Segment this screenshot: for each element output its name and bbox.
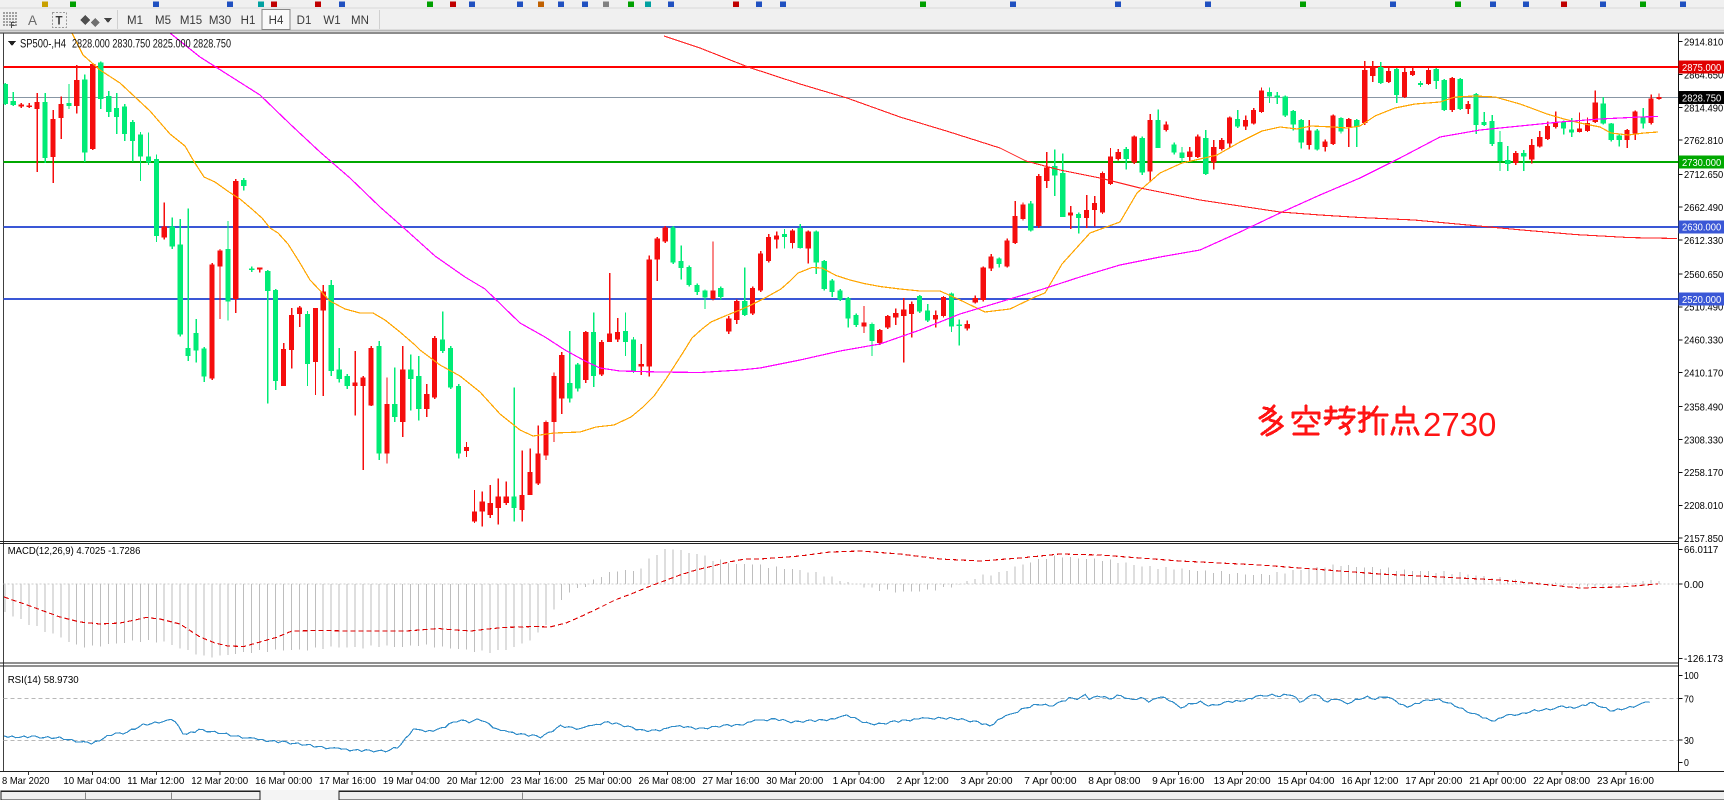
svg-text:0.00: 0.00 xyxy=(1684,579,1704,591)
svg-text:30 Mar 20:00: 30 Mar 20:00 xyxy=(766,775,823,787)
svg-text:7 Apr 00:00: 7 Apr 00:00 xyxy=(1024,775,1076,787)
svg-text:2828.000 2830.750 2825.000 282: 2828.000 2830.750 2825.000 2828.750 xyxy=(72,39,231,51)
svg-text:M30: M30 xyxy=(209,15,231,27)
svg-text:13 Apr 20:00: 13 Apr 20:00 xyxy=(1214,775,1271,787)
svg-text:T: T xyxy=(56,16,63,28)
svg-text:2762.810: 2762.810 xyxy=(1684,135,1723,147)
svg-text:2520.000: 2520.000 xyxy=(1682,294,1721,306)
svg-text:2730.000: 2730.000 xyxy=(1682,157,1721,169)
svg-text:21 Apr 00:00: 21 Apr 00:00 xyxy=(1469,775,1526,787)
svg-text:16 Mar 00:00: 16 Mar 00:00 xyxy=(255,775,312,787)
svg-text:MACD(12,26,9) 4.7025 -1.7286: MACD(12,26,9) 4.7025 -1.7286 xyxy=(8,545,141,557)
svg-text:11 Mar 12:00: 11 Mar 12:00 xyxy=(127,775,184,787)
svg-text:2 Apr 12:00: 2 Apr 12:00 xyxy=(897,775,949,787)
svg-text:M5: M5 xyxy=(155,15,171,27)
svg-text:15 Apr 04:00: 15 Apr 04:00 xyxy=(1278,775,1335,787)
svg-text:2814.490: 2814.490 xyxy=(1684,102,1723,114)
svg-text:H1: H1 xyxy=(241,15,256,27)
svg-text:2358.490: 2358.490 xyxy=(1684,401,1723,413)
svg-text:17 Apr 20:00: 17 Apr 20:00 xyxy=(1405,775,1462,787)
svg-text:10 Mar 04:00: 10 Mar 04:00 xyxy=(63,775,120,787)
svg-text:2157.850: 2157.850 xyxy=(1684,533,1723,545)
svg-text:SP500-,H4: SP500-,H4 xyxy=(20,39,66,51)
svg-text:26 Mar 08:00: 26 Mar 08:00 xyxy=(639,775,696,787)
svg-text:W1: W1 xyxy=(323,15,340,27)
svg-text:2460.330: 2460.330 xyxy=(1684,335,1723,347)
svg-text:12 Mar 20:00: 12 Mar 20:00 xyxy=(191,775,248,787)
svg-text:2208.010: 2208.010 xyxy=(1684,500,1723,512)
svg-text:-126.173: -126.173 xyxy=(1684,653,1723,665)
svg-text:23 Mar 16:00: 23 Mar 16:00 xyxy=(511,775,568,787)
svg-text:RSI(14) 58.9730: RSI(14) 58.9730 xyxy=(8,674,79,686)
svg-text:2630.000: 2630.000 xyxy=(1682,222,1721,234)
svg-text:9 Apr 16:00: 9 Apr 16:00 xyxy=(1152,775,1204,787)
svg-text:23 Apr 16:00: 23 Apr 16:00 xyxy=(1597,775,1654,787)
svg-text:1 Apr 04:00: 1 Apr 04:00 xyxy=(833,775,885,787)
svg-text:2560.650: 2560.650 xyxy=(1684,269,1723,281)
svg-text:A: A xyxy=(28,13,37,28)
svg-text:70: 70 xyxy=(1684,693,1694,705)
svg-text:2410.170: 2410.170 xyxy=(1684,368,1723,380)
svg-text:27 Mar 16:00: 27 Mar 16:00 xyxy=(702,775,759,787)
svg-text:8 Mar 2020: 8 Mar 2020 xyxy=(2,775,50,787)
svg-text:100: 100 xyxy=(1684,670,1699,682)
svg-text:MN: MN xyxy=(351,15,369,27)
svg-text:M15: M15 xyxy=(180,15,202,27)
svg-text:2875.000: 2875.000 xyxy=(1682,62,1721,74)
svg-text:19 Mar 04:00: 19 Mar 04:00 xyxy=(383,775,440,787)
svg-text:2308.330: 2308.330 xyxy=(1684,434,1723,446)
svg-text:8 Apr 08:00: 8 Apr 08:00 xyxy=(1088,775,1140,787)
svg-text:25 Mar 00:00: 25 Mar 00:00 xyxy=(575,775,632,787)
svg-text:2712.650: 2712.650 xyxy=(1684,169,1723,181)
svg-text:17 Mar 16:00: 17 Mar 16:00 xyxy=(319,775,376,787)
svg-text:2828.750: 2828.750 xyxy=(1682,93,1721,105)
svg-text:H4: H4 xyxy=(269,15,284,27)
svg-text:30: 30 xyxy=(1684,735,1694,747)
svg-text:2914.810: 2914.810 xyxy=(1684,37,1723,49)
svg-text:2730: 2730 xyxy=(1423,406,1496,443)
svg-text:2662.490: 2662.490 xyxy=(1684,202,1723,214)
svg-text:M1: M1 xyxy=(127,15,143,27)
svg-text:F: F xyxy=(11,20,16,30)
svg-text:20 Mar 12:00: 20 Mar 12:00 xyxy=(447,775,504,787)
svg-text:16 Apr 12:00: 16 Apr 12:00 xyxy=(1341,775,1398,787)
svg-text:3 Apr 20:00: 3 Apr 20:00 xyxy=(960,775,1012,787)
svg-text:0: 0 xyxy=(1684,757,1689,769)
svg-text:D1: D1 xyxy=(297,15,312,27)
svg-text:66.0117: 66.0117 xyxy=(1684,544,1718,556)
svg-text:2258.170: 2258.170 xyxy=(1684,467,1723,479)
svg-text:22 Apr 08:00: 22 Apr 08:00 xyxy=(1533,775,1590,787)
svg-text:2612.330: 2612.330 xyxy=(1684,235,1723,247)
